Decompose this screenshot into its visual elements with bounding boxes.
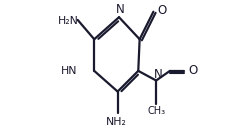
Text: HN: HN	[60, 66, 77, 76]
Text: O: O	[188, 64, 197, 77]
Text: O: O	[158, 4, 167, 17]
Text: N: N	[116, 3, 125, 16]
Text: CH₃: CH₃	[147, 106, 165, 116]
Text: H₂N: H₂N	[58, 16, 79, 26]
Text: NH₂: NH₂	[106, 117, 127, 127]
Text: N: N	[154, 68, 162, 81]
